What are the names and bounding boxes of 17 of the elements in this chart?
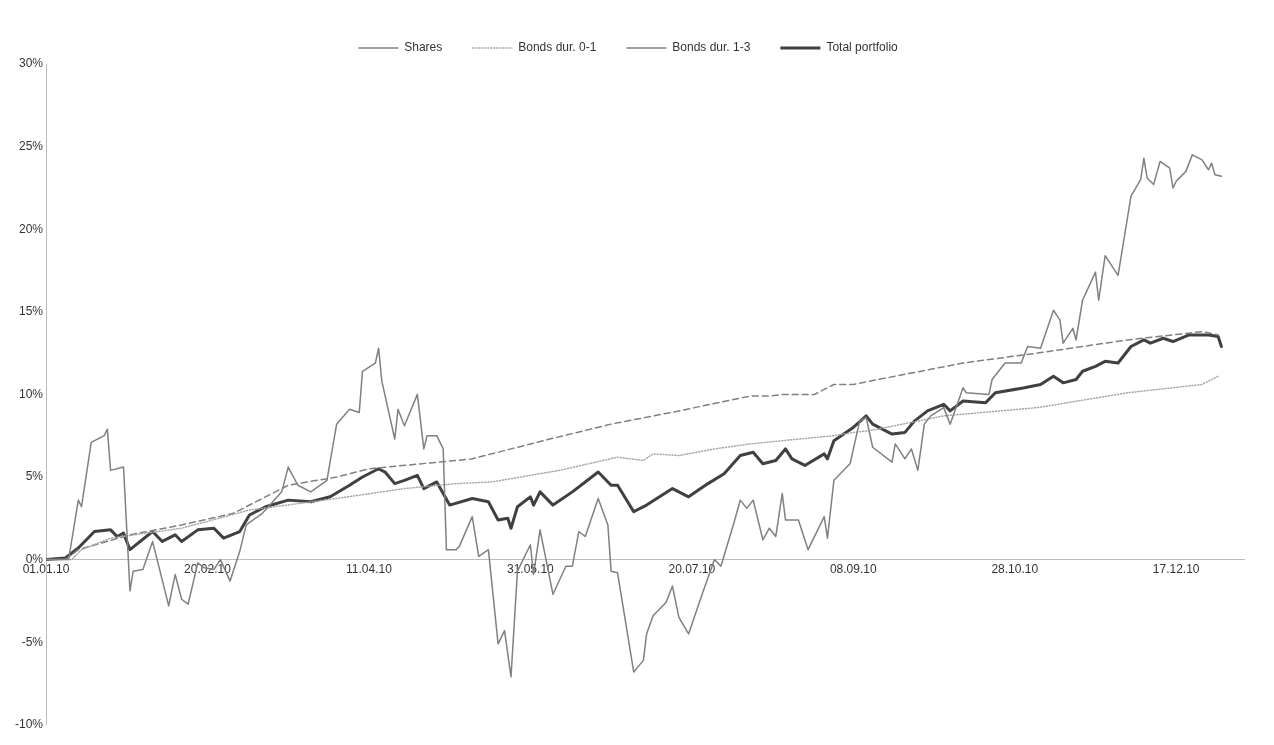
y-tick-label: 15% xyxy=(18,304,44,319)
x-tick-label: 17.12.10 xyxy=(1152,562,1200,577)
y-tick-label: 5% xyxy=(25,469,44,484)
legend-label: Bonds dur. 1-3 xyxy=(672,40,751,55)
x-tick-label: 20.07.10 xyxy=(668,562,716,577)
y-tick-label: 25% xyxy=(18,138,44,153)
legend-label: Shares xyxy=(404,40,443,55)
legend-label: Total portfolio xyxy=(826,40,899,55)
x-tick-label: 11.04.10 xyxy=(346,562,393,577)
y-tick-label: 30% xyxy=(18,56,44,71)
y-tick-label: 20% xyxy=(18,221,44,236)
x-tick-label: 28.10.10 xyxy=(991,562,1039,577)
x-tick-label: 08.09.10 xyxy=(829,562,877,577)
legend-label: Bonds dur. 0-1 xyxy=(518,40,597,55)
y-tick-label: 10% xyxy=(18,386,44,401)
y-tick-label: -5% xyxy=(21,634,44,649)
y-tick-label: -10% xyxy=(15,717,44,732)
